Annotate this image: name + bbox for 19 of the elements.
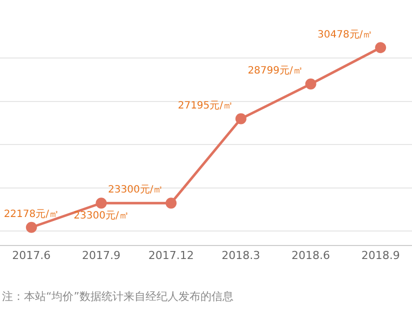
data-label: 30478元/㎡ [318,29,373,40]
point [375,42,386,54]
data-label: 22178元/㎡ [4,208,60,220]
point [305,78,316,90]
x-tick-label: 2017.12 [148,249,194,262]
point [26,222,37,233]
point [235,113,246,124]
x-tick-label: 2017.6 [12,249,51,262]
point [166,198,177,209]
x-tick-label: 2018.3 [222,249,260,262]
x-tick-label: 2017.9 [82,249,120,262]
x-tick-label: 2018.9 [361,249,400,262]
data-label: 23300元/㎡ [74,210,129,222]
point [96,198,107,209]
x-tick-label: 2018.6 [292,249,330,262]
text: 注：本站“均价”数据统计来自经纪人发布的信息 [2,290,234,303]
data-label: 27195元/㎡ [178,100,234,112]
data-label: 23300元/㎡ [108,184,164,196]
data-label: 28799元/㎡ [248,66,303,77]
